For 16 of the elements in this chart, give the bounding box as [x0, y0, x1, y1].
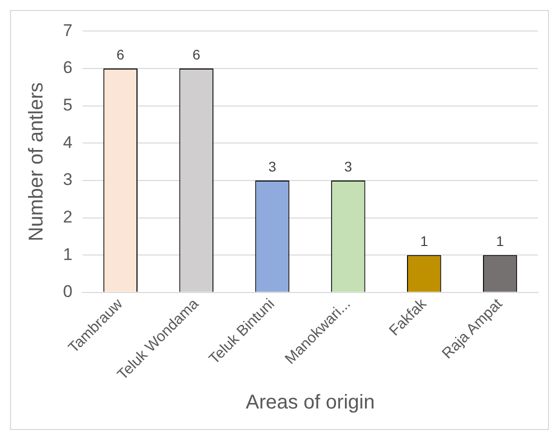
- data-label: 1: [496, 232, 504, 249]
- data-label: 6: [116, 46, 125, 62]
- y-axis-title: Number of antlers: [26, 82, 48, 242]
- y-tick-label: 0: [62, 282, 72, 302]
- y-tick-label: 3: [62, 170, 72, 190]
- y-tick-label: 6: [62, 58, 72, 78]
- y-tick-label: 4: [62, 132, 72, 152]
- data-label: 1: [420, 232, 428, 249]
- y-tick-label: 7: [62, 20, 72, 40]
- y-tick-label: 2: [62, 207, 72, 226]
- y-tick-label: 1: [62, 244, 72, 264]
- x-axis-title: Areas of origin: [246, 392, 375, 414]
- y-tick-label: 5: [62, 96, 72, 115]
- data-label: 6: [192, 46, 200, 62]
- data-label: 3: [268, 158, 276, 174]
- data-label: 3: [344, 158, 352, 174]
